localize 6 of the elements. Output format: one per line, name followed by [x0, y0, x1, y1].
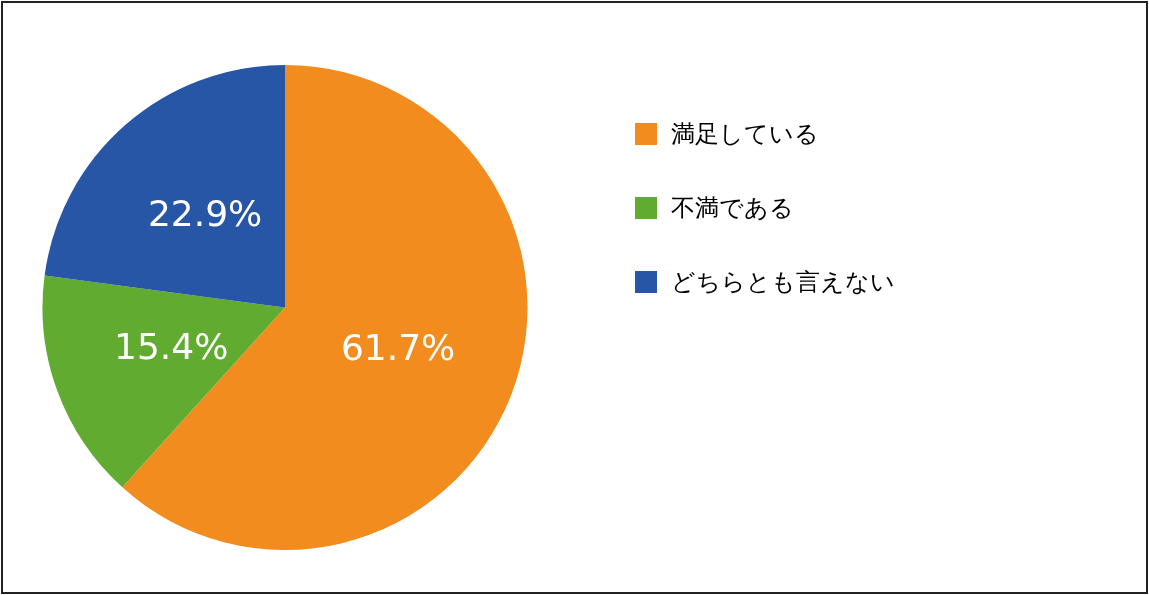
data-label: 61.7%	[340, 327, 456, 369]
legend-label: どちらとも言えない	[671, 266, 895, 298]
legend-label: 不満である	[671, 192, 794, 224]
legend-label: 満足している	[671, 118, 819, 150]
data-label: 22.9%	[147, 192, 263, 234]
data-label: 15.4%	[113, 325, 229, 367]
